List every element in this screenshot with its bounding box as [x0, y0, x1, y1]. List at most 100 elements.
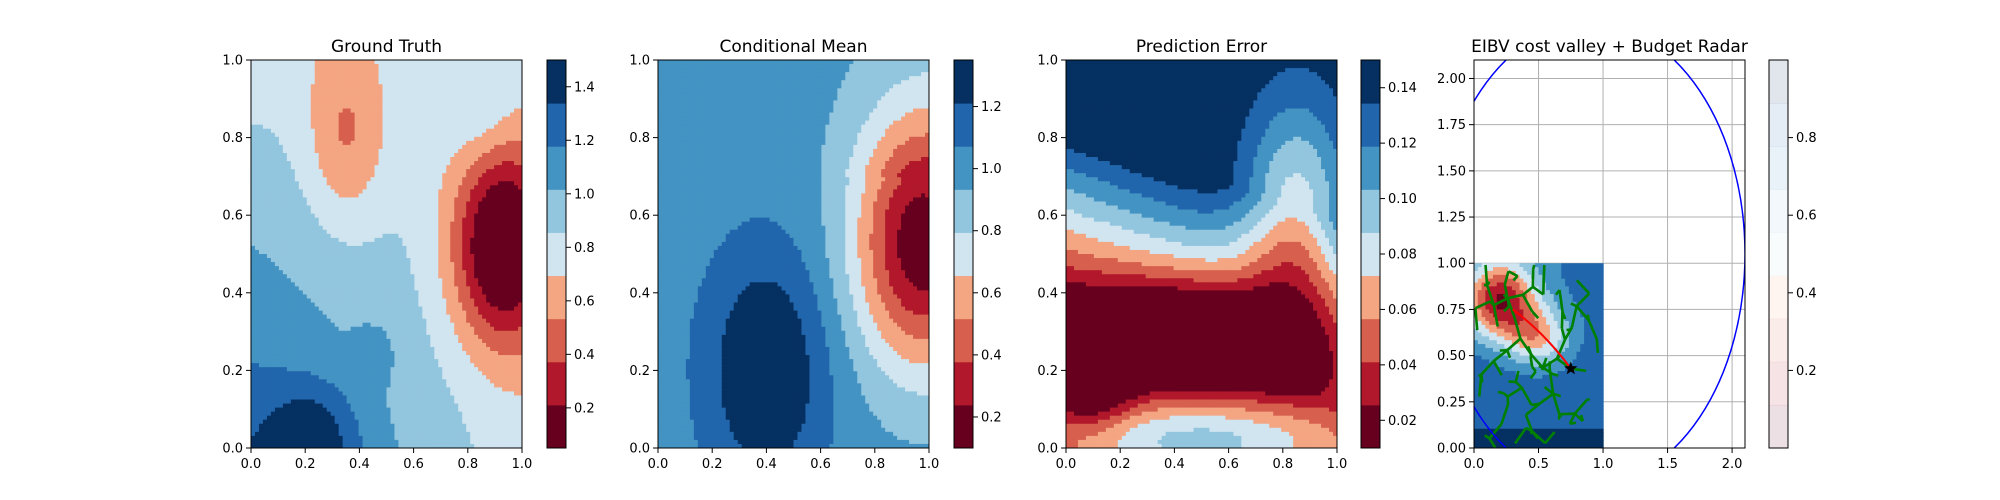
contour-cell: [446, 435, 451, 441]
contour-cell: [398, 270, 404, 275]
contour-cell: [454, 334, 459, 340]
contour-cell: [402, 419, 408, 425]
contour-cell: [294, 128, 300, 134]
contour-cell: [350, 217, 356, 223]
contour-cell: [402, 298, 408, 304]
contour-cell: [262, 282, 268, 287]
contour-cell: [378, 286, 384, 291]
contour-cell: [310, 367, 316, 372]
contour-cell: [330, 233, 336, 239]
contour-cell: [434, 351, 439, 356]
contour-cell: [434, 209, 439, 215]
contour-cell: [330, 367, 336, 372]
contour-cell: [446, 205, 451, 211]
contour-cell: [326, 225, 332, 231]
contour-cell: [294, 201, 300, 207]
contour-cell: [418, 391, 423, 397]
contour-cell: [442, 411, 447, 417]
contour-cell: [358, 302, 364, 308]
contour-cell: [338, 209, 344, 215]
contour-cell: [318, 245, 324, 251]
contour-cell: [454, 201, 459, 207]
contour-cell: [278, 233, 284, 239]
contour-cell: [446, 298, 451, 304]
contour-cell: [346, 169, 352, 174]
contour-cell: [322, 60, 328, 65]
contour-cell: [454, 124, 459, 130]
contour-cell: [322, 355, 328, 360]
contour-cell: [426, 157, 431, 162]
contour-cell: [334, 379, 340, 384]
contour-cell: [251, 76, 256, 81]
contour-cell: [334, 205, 340, 211]
contour-cell: [274, 144, 280, 150]
contour-cell: [298, 403, 304, 409]
contour-cell: [446, 144, 451, 150]
contour-cell: [418, 249, 423, 255]
contour-cell: [290, 112, 296, 118]
contour-cell: [251, 443, 256, 448]
contour-cell: [378, 338, 384, 344]
contour-cell: [410, 169, 415, 174]
contour-cell: [254, 286, 260, 291]
contour-cell: [350, 92, 356, 97]
contour-cell: [274, 399, 280, 405]
contour-cell: [290, 100, 296, 106]
contour-cell: [298, 326, 304, 332]
contour-cell: [262, 403, 268, 409]
contour-cell: [326, 213, 332, 219]
contour-cell: [362, 306, 368, 312]
contour-cell: [406, 274, 412, 279]
contour-cell: [290, 419, 296, 425]
contour-cell: [350, 351, 356, 356]
contour-cell: [326, 419, 332, 425]
contour-cell: [426, 88, 431, 93]
contour-cell: [274, 326, 280, 332]
contour-cell: [366, 108, 372, 114]
contour-cell: [354, 165, 360, 170]
contour-cell: [254, 322, 260, 328]
contour-cell: [322, 286, 328, 291]
contour-cell: [414, 193, 419, 199]
contour-cell: [270, 112, 276, 118]
contour-cell: [322, 108, 328, 114]
contour-cell: [390, 152, 396, 158]
contour-cell: [334, 334, 340, 340]
contour-cell: [442, 205, 447, 211]
contour-cell: [258, 419, 264, 425]
contour-cell: [394, 173, 400, 178]
contour-cell: [258, 282, 264, 287]
contour-cell: [342, 245, 348, 251]
contour-cell: [446, 306, 451, 312]
contour-cell: [278, 342, 284, 348]
contour-cell: [374, 233, 380, 239]
contour-cell: [278, 351, 284, 356]
contour-cell: [422, 310, 427, 316]
contour-cell: [342, 342, 348, 348]
contour-cell: [358, 359, 364, 364]
contour-cell: [358, 431, 364, 437]
contour-cell: [258, 140, 264, 146]
contour-cell: [438, 266, 443, 271]
contour-cell: [358, 144, 364, 150]
contour-cell: [262, 165, 268, 170]
contour-cell: [290, 120, 296, 126]
contour-cell: [330, 237, 336, 243]
contour-cell: [438, 419, 443, 425]
contour-cell: [346, 157, 352, 162]
contour-cell: [251, 411, 256, 417]
contour-cell: [430, 351, 435, 356]
contour-cell: [302, 342, 308, 348]
contour-cell: [346, 140, 352, 146]
contour-cell: [362, 169, 368, 174]
contour-cell: [346, 165, 352, 170]
contour-cell: [406, 152, 412, 158]
contour-cell: [314, 411, 320, 417]
contour-cell: [306, 124, 312, 130]
contour-cell: [370, 177, 376, 182]
contour-cell: [350, 169, 356, 174]
contour-cell: [386, 355, 392, 360]
contour-cell: [262, 100, 268, 106]
contour-cell: [326, 411, 332, 417]
contour-cell: [314, 290, 320, 296]
